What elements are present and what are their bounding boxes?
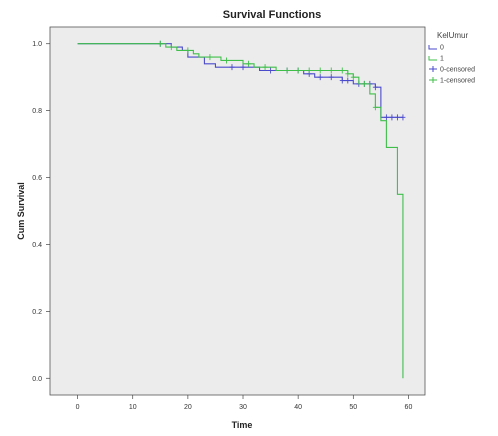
x-tick-label: 40 (294, 404, 302, 411)
legend-label: 1 (440, 56, 444, 63)
y-axis-label: Cum Survival (16, 182, 26, 240)
censor-mark-0 (372, 84, 378, 91)
x-tick-label: 0 (76, 404, 80, 411)
y-tick-label: 0.8 (32, 108, 42, 115)
censor-mark-0 (400, 114, 406, 121)
censor-mark-1 (284, 67, 290, 74)
censor-mark-1 (246, 60, 252, 67)
censor-mark-1 (295, 67, 301, 74)
censor-mark-0 (394, 114, 400, 121)
censor-mark-1 (317, 67, 323, 74)
censor-mark-1 (339, 67, 345, 74)
x-tick-label: 20 (184, 404, 192, 411)
censor-mark-1 (262, 64, 268, 71)
censor-mark-1 (157, 40, 163, 47)
censor-mark-0 (240, 64, 246, 71)
y-tick-label: 0.2 (32, 309, 42, 316)
legend-swatch (429, 77, 437, 83)
y-tick-label: 0.0 (32, 376, 42, 383)
censor-mark-1 (207, 54, 213, 61)
legend-entry: 1-censored (429, 77, 475, 85)
chart-title: Survival Functions (223, 9, 321, 21)
censor-mark-1 (345, 70, 351, 77)
axes: 0 10 20 30 40 50 60 0.0 0.2 0.4 0.6 0.8 1.0 (32, 41, 412, 411)
censor-mark-0 (229, 64, 235, 71)
survival-curve-1 (77, 43, 404, 379)
x-tick-label: 10 (129, 404, 137, 411)
legend-label: 0-censored (440, 67, 475, 74)
x-tick-label: 60 (405, 404, 413, 411)
censor-mark-1 (306, 67, 312, 74)
plot-area (49, 26, 426, 396)
x-tick-label: 50 (349, 404, 357, 411)
legend-label: 0 (440, 45, 444, 52)
x-axis-label: Time (232, 420, 253, 430)
y-tick-label: 0.6 (32, 175, 42, 182)
legend: KelUmur 0 1 0-censored 1-censored (428, 31, 475, 85)
y-tick-label: 1.0 (32, 41, 42, 48)
legend-swatch (428, 45, 437, 50)
legend-title: KelUmur (437, 31, 468, 40)
y-tick-label: 0.4 (32, 242, 42, 249)
series-layer (77, 40, 406, 379)
censor-mark-1 (328, 67, 334, 74)
censor-mark-1 (185, 47, 191, 54)
legend-entry: 1 (428, 56, 444, 63)
censor-mark-1 (372, 104, 378, 111)
legend-entry: 0 (428, 45, 444, 52)
censor-mark-0 (339, 77, 345, 84)
legend-label: 1-censored (440, 78, 475, 85)
censor-mark-0 (383, 114, 389, 121)
censor-mark-0 (345, 77, 351, 84)
series-1 (77, 40, 404, 379)
legend-swatch (428, 56, 437, 61)
censor-mark-0 (328, 74, 334, 81)
censor-mark-1 (223, 57, 229, 64)
x-tick-label: 30 (239, 404, 247, 411)
censor-mark-0 (389, 114, 395, 121)
censor-mark-1 (350, 74, 356, 81)
censor-mark-1 (361, 80, 367, 87)
censor-mark-1 (168, 44, 174, 51)
censor-mark-0 (268, 67, 274, 74)
legend-entry: 0-censored (429, 66, 475, 74)
censor-mark-0 (317, 74, 323, 81)
legend-swatch (429, 66, 437, 72)
